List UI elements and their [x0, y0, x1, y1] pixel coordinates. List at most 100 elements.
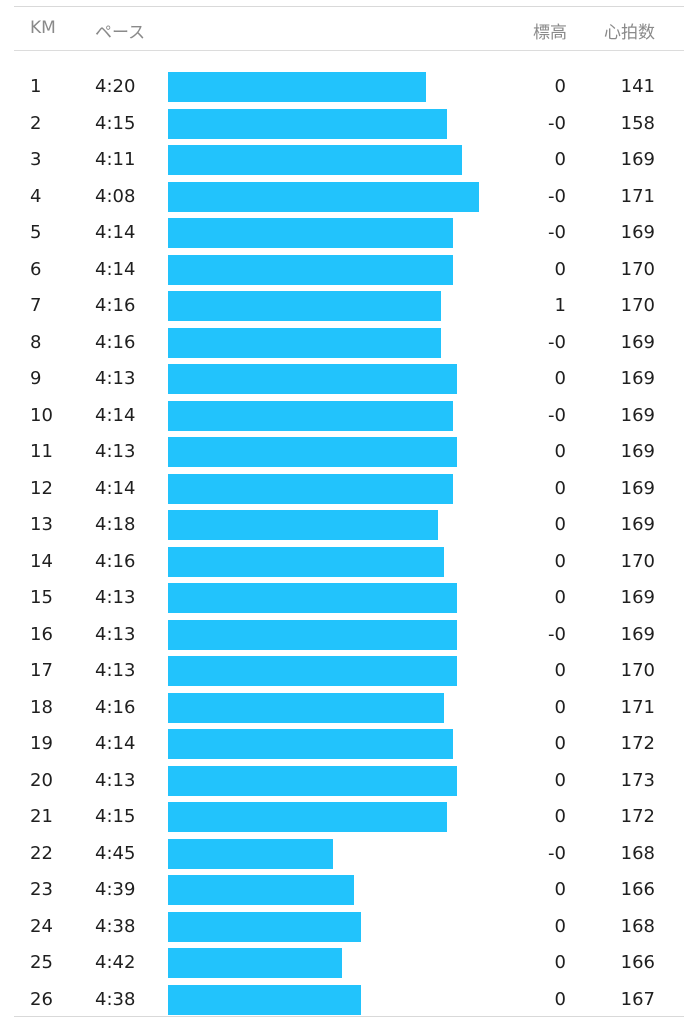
top-divider	[14, 6, 684, 7]
split-elevation: 0	[554, 76, 566, 97]
split-heart-rate: 168	[620, 843, 655, 864]
split-row: 18 4:16 0 171	[0, 693, 684, 723]
split-elevation: 0	[554, 879, 566, 900]
split-km: 15	[30, 587, 53, 608]
split-km: 3	[30, 149, 42, 170]
pace-bar	[168, 656, 457, 686]
split-heart-rate: 169	[620, 478, 655, 499]
split-elevation: 0	[554, 441, 566, 462]
split-pace: 4:16	[95, 697, 136, 718]
split-elevation: 0	[554, 660, 566, 681]
split-heart-rate: 171	[620, 697, 655, 718]
split-pace: 4:38	[95, 916, 136, 937]
pace-bar	[168, 218, 453, 248]
pace-bar	[168, 255, 453, 285]
split-row: 7 4:16 1 170	[0, 291, 684, 321]
pace-bar	[168, 145, 462, 175]
split-elevation: 0	[554, 733, 566, 754]
split-row: 26 4:38 0 167	[0, 985, 684, 1015]
split-heart-rate: 169	[620, 441, 655, 462]
pace-bar	[168, 912, 361, 942]
split-km: 1	[30, 76, 42, 97]
split-pace: 4:13	[95, 770, 136, 791]
split-elevation: 0	[554, 952, 566, 973]
split-km: 19	[30, 733, 53, 754]
pace-bar	[168, 583, 457, 613]
split-pace: 4:13	[95, 368, 136, 389]
split-pace: 4:14	[95, 733, 136, 754]
split-row: 15 4:13 0 169	[0, 583, 684, 613]
bottom-divider	[14, 1016, 684, 1017]
split-row: 25 4:42 0 166	[0, 948, 684, 978]
split-heart-rate: 169	[620, 405, 655, 426]
split-row: 4 4:08 -0 171	[0, 182, 684, 212]
split-row: 24 4:38 0 168	[0, 912, 684, 942]
split-pace: 4:13	[95, 624, 136, 645]
split-heart-rate: 166	[620, 952, 655, 973]
pace-bar	[168, 802, 447, 832]
split-row: 11 4:13 0 169	[0, 437, 684, 467]
split-km: 24	[30, 916, 53, 937]
pace-bar	[168, 839, 333, 869]
header-pace: ペース	[95, 23, 146, 43]
split-elevation: 0	[554, 478, 566, 499]
split-pace: 4:16	[95, 551, 136, 572]
split-elevation: 1	[554, 295, 566, 316]
split-km: 10	[30, 405, 53, 426]
split-km: 26	[30, 989, 53, 1010]
split-heart-rate: 169	[620, 332, 655, 353]
split-km: 21	[30, 806, 53, 827]
split-row: 1 4:20 0 141	[0, 72, 684, 102]
pace-bar	[168, 693, 444, 723]
split-elevation: -0	[548, 113, 566, 134]
split-km: 13	[30, 514, 53, 535]
split-heart-rate: 169	[620, 587, 655, 608]
pace-bar	[168, 948, 342, 978]
split-elevation: 0	[554, 770, 566, 791]
split-elevation: 0	[554, 259, 566, 280]
split-km: 18	[30, 697, 53, 718]
header-km: KM	[30, 18, 56, 38]
split-pace: 4:11	[95, 149, 136, 170]
splits-header: KM ペース 標高 心拍数	[14, 6, 684, 51]
split-row: 8 4:16 -0 169	[0, 328, 684, 358]
split-elevation: 0	[554, 989, 566, 1010]
split-heart-rate: 169	[620, 222, 655, 243]
split-pace: 4:13	[95, 660, 136, 681]
split-elevation: -0	[548, 186, 566, 207]
split-row: 21 4:15 0 172	[0, 802, 684, 832]
split-pace: 4:14	[95, 222, 136, 243]
split-km: 8	[30, 332, 42, 353]
split-km: 25	[30, 952, 53, 973]
split-row: 16 4:13 -0 169	[0, 620, 684, 650]
split-heart-rate: 170	[620, 551, 655, 572]
pace-bar	[168, 291, 441, 321]
split-elevation: 0	[554, 514, 566, 535]
split-row: 10 4:14 -0 169	[0, 401, 684, 431]
split-heart-rate: 171	[620, 186, 655, 207]
pace-bar	[168, 437, 457, 467]
split-pace: 4:13	[95, 441, 136, 462]
split-km: 22	[30, 843, 53, 864]
split-km: 7	[30, 295, 42, 316]
pace-bar	[168, 510, 438, 540]
split-elevation: -0	[548, 332, 566, 353]
split-row: 5 4:14 -0 169	[0, 218, 684, 248]
split-heart-rate: 158	[620, 113, 655, 134]
pace-bar	[168, 474, 453, 504]
split-pace: 4:45	[95, 843, 136, 864]
pace-bar	[168, 364, 457, 394]
split-pace: 4:14	[95, 478, 136, 499]
split-km: 12	[30, 478, 53, 499]
pace-bar	[168, 109, 447, 139]
split-elevation: 0	[554, 551, 566, 572]
header-elevation: 標高	[533, 23, 567, 43]
split-heart-rate: 166	[620, 879, 655, 900]
split-km: 16	[30, 624, 53, 645]
split-row: 6 4:14 0 170	[0, 255, 684, 285]
pace-bar	[168, 328, 441, 358]
split-pace: 4:18	[95, 514, 136, 535]
split-row: 2 4:15 -0 158	[0, 109, 684, 139]
split-km: 5	[30, 222, 42, 243]
split-heart-rate: 173	[620, 770, 655, 791]
